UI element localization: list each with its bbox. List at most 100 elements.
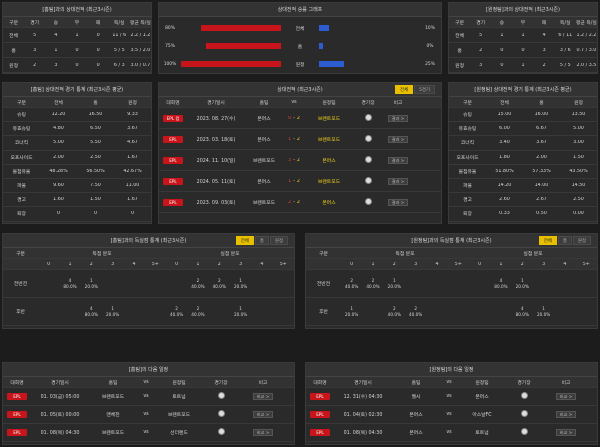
table-cell: 2.60 (499, 197, 510, 203)
home-team[interactable]: 브렌트포드 (252, 200, 276, 206)
away-team[interactable]: 토트넘 (172, 395, 186, 400)
table-cell: 퇴장 (463, 212, 472, 218)
compare-button[interactable]: 비교 > (555, 393, 577, 400)
table-cell: 1.50 (90, 197, 101, 203)
home-team[interactable]: 본머스 (409, 413, 423, 418)
compare-button[interactable]: 비교 > (252, 429, 274, 436)
header-cell: 경기일시 (354, 380, 372, 386)
note-cell: 비교 > (542, 393, 590, 400)
tab-away[interactable]: 원정 (269, 236, 288, 245)
tab-home[interactable]: 홈 (254, 236, 269, 245)
compare-button[interactable]: 비교 > (555, 429, 577, 436)
goal-cell: 4 80.0% (84, 305, 98, 317)
header-cell: 승 (53, 20, 59, 26)
tab-away[interactable]: 원정 (572, 236, 591, 245)
table-cell: 3.0 / 0.7 (130, 62, 151, 68)
table-cell: 2 (542, 62, 546, 68)
home-score: 1 (288, 136, 292, 142)
date-cell: 2023. 03. 18(토) (196, 137, 236, 143)
away-win-bar (319, 25, 329, 31)
compare-button[interactable]: 비교 > (252, 393, 274, 400)
header-cell: 득/실 (114, 20, 125, 26)
table-cell: 0 (93, 211, 98, 217)
left-pct: 80% (165, 25, 175, 31)
league-cell: EPL (3, 411, 31, 418)
home-team[interactable]: 본머스 (409, 431, 423, 436)
tab-all[interactable]: 전체 (395, 85, 414, 94)
h2h-away-panel: [원정팀]과의 상대전적 (최근3시즌) 구분 경기 승 무 패 득/실 평균 득/실 전체 5… (448, 2, 598, 74)
right-bar-track (319, 61, 419, 67)
home-team[interactable]: 맨체천 (106, 413, 120, 418)
home-team[interactable]: 웰시 (411, 395, 421, 400)
table-header: 0 1 2 3 4 5+ 0 1 2 3 4 5+ (3, 259, 294, 270)
table-cell: 11 / 6 (112, 32, 127, 38)
result-button[interactable]: 결과 > (387, 198, 409, 206)
stadium-cell (506, 428, 542, 437)
away-team[interactable]: 선더랜드 (170, 431, 188, 436)
goal-col: 3 (414, 261, 418, 267)
schedule-row: EPL 01. 03(금) 05:00 브렌트포드 vs 토트넘 비교 > (3, 388, 294, 406)
away-team[interactable]: 브렌트포드 (317, 179, 341, 185)
table-cell: 오프사이드 (456, 155, 479, 161)
vs-label: vs (446, 394, 452, 399)
away-team[interactable]: 본머스 (475, 395, 489, 400)
away-team[interactable]: 본머스 (322, 200, 336, 206)
table-row: 퇴장 0.33 0.50 0.00 (449, 207, 597, 222)
home-team[interactable]: 브렌트포드 (101, 431, 125, 436)
away-team[interactable]: 브렌트포드 (167, 413, 191, 418)
row-label: 전체 (295, 26, 305, 32)
h2h-home-panel: [홈팀]과의 상대전적 (최근3시즌) 구분 경기 승 무 패 득/실 평균 득/실 전체 5 4… (2, 2, 152, 74)
home-team[interactable]: 브렌트포드 (101, 395, 125, 400)
left-pct: 100% (163, 61, 177, 67)
league-cell: EPL (306, 429, 334, 436)
score-sep: - (293, 136, 295, 142)
table-cell: 43.50% (569, 168, 588, 174)
table-cell: 슈팅 (17, 113, 26, 119)
league-badge: EPL (7, 411, 27, 418)
group-label: 구분 (16, 251, 25, 257)
home-team[interactable]: 본머스 (257, 116, 271, 122)
goal-col: 4 (132, 261, 136, 267)
table-cell: 코너킥 (14, 141, 29, 147)
header-cell: 경기일시 (207, 100, 225, 106)
panel-title: [홈팀] 상대전적 경기 통계 (최근3시즌 평균) (3, 83, 151, 97)
note-cell: 결과 > (383, 114, 413, 122)
left-pct: 75% (165, 43, 175, 49)
result-button[interactable]: 결과 > (387, 177, 409, 185)
date-cell: 2023. 09. 03(토) (196, 200, 236, 206)
home-win-bar (181, 61, 281, 67)
table-cell: 0 (75, 62, 79, 68)
tab-5games[interactable]: 5경기 (414, 85, 435, 94)
league-cell: EPL (306, 393, 334, 400)
away-team[interactable]: 토트넘 (475, 431, 489, 436)
result-button[interactable]: 결과 > (387, 114, 409, 122)
league-cell: EPL (159, 177, 187, 185)
home-team[interactable]: 브렌트포드 (252, 158, 276, 164)
tab-home[interactable]: 홈 (557, 236, 572, 245)
tab-all[interactable]: 전체 (235, 236, 254, 245)
table-cell: 0.50 (536, 211, 547, 217)
result-button[interactable]: 결과 > (387, 135, 409, 143)
result-button[interactable]: 결과 > (387, 156, 409, 164)
goal-cell: 1 20.0% (515, 277, 529, 289)
concede-dist-label: 실점 분포 (523, 251, 543, 257)
table-cell: 6.67 (536, 126, 547, 132)
home-team[interactable]: 본머스 (257, 137, 271, 143)
compare-button[interactable]: 비교 > (555, 411, 577, 418)
header-cell: 구분 (463, 100, 472, 106)
goal-col: 0 (47, 261, 51, 267)
header-cell: vs (446, 379, 452, 385)
home-team[interactable]: 본머스 (257, 179, 271, 185)
away-team[interactable]: 브렌트포드 (317, 116, 341, 122)
goal-col: 1 (196, 261, 200, 267)
table-row: 파울 14.20 14.00 14.50 (449, 179, 597, 194)
table-cell: 48.28% (49, 168, 68, 174)
table-cell: 홈 (457, 48, 462, 54)
away-team[interactable]: 아스날FC (472, 413, 492, 418)
compare-button[interactable]: 비교 > (252, 411, 274, 418)
tab-all[interactable]: 전체 (538, 236, 557, 245)
goal-cell: 2 40.0% (366, 277, 380, 289)
date-cell: 2023. 08. 27(수) (196, 116, 236, 122)
away-team[interactable]: 본머스 (322, 158, 336, 164)
away-team[interactable]: 브렌트포드 (317, 137, 341, 143)
